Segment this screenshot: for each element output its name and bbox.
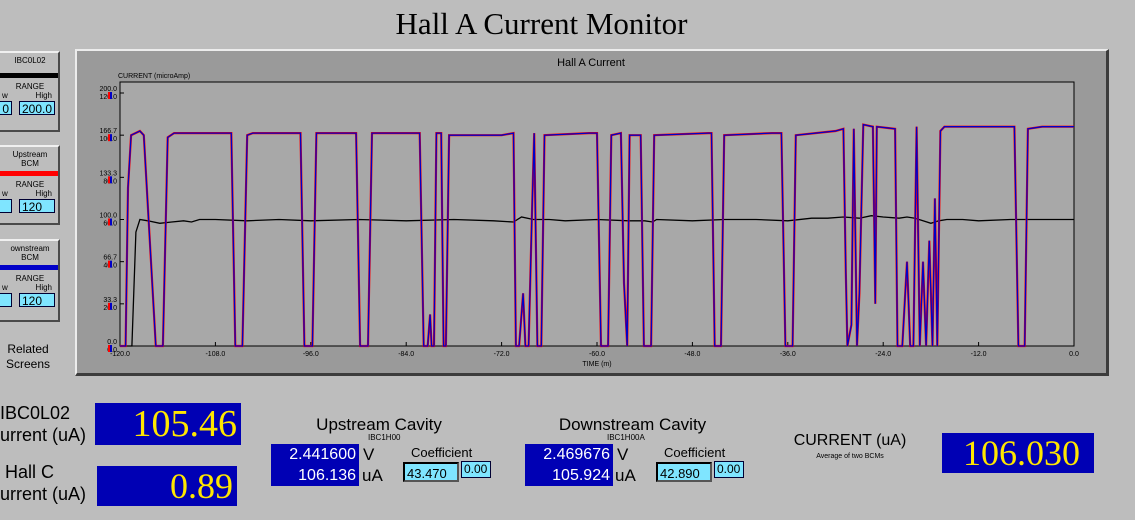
low-label: w bbox=[2, 189, 8, 198]
hallc-label: Hall C urrent (uA) bbox=[0, 461, 86, 505]
x-tick-label: -24.0 bbox=[875, 351, 891, 358]
legend-name-2: BCM bbox=[21, 253, 39, 262]
downstream-coef-label: Coefficient bbox=[664, 445, 726, 460]
downstream-current-unit: uA bbox=[615, 466, 636, 485]
series-line-2 bbox=[120, 123, 1074, 347]
low-range-input[interactable] bbox=[0, 293, 12, 307]
high-label: High bbox=[35, 91, 52, 100]
legend-name-2: BCM bbox=[21, 159, 39, 168]
y-tick-marker-blue bbox=[110, 176, 112, 184]
y-tick-marker-blue bbox=[110, 92, 112, 99]
x-tick-label: -48.0 bbox=[684, 351, 700, 358]
y-tick-marker-red bbox=[108, 134, 110, 142]
current-avg-sublabel: Average of two BCMs bbox=[816, 453, 884, 460]
screens-label: Screens bbox=[5, 357, 51, 371]
y-tick-label-black: 100.0 bbox=[99, 213, 117, 220]
chart-title: Hall A Current bbox=[557, 57, 625, 69]
legend-box-ibc0l02: IBC0L02 RANGE w High 0 200.0 bbox=[0, 51, 60, 132]
downstream-volts-display: 2.469676 bbox=[525, 444, 613, 465]
y-tick-marker-blue bbox=[110, 260, 112, 268]
x-tick-label: -72.0 bbox=[494, 351, 510, 358]
upstream-coefficient-input[interactable]: 43.470 bbox=[403, 462, 459, 482]
related-screens-link[interactable]: Related Screens bbox=[0, 342, 56, 372]
current-avg-display: 106.030 bbox=[942, 433, 1094, 473]
upstream-offset-input[interactable]: 0.00 bbox=[461, 461, 491, 478]
y-tick-label-black: 66.7 bbox=[103, 255, 117, 262]
related-label: Related bbox=[7, 342, 49, 356]
chart-ylabel: CURRENT (microAmp) bbox=[118, 73, 190, 80]
current-avg-label: CURRENT (uA) bbox=[793, 432, 907, 449]
hallc-display: 0.89 bbox=[97, 466, 237, 506]
hallc-label-1: Hall C bbox=[5, 462, 55, 482]
y-tick-label-color: 0.0 bbox=[107, 347, 117, 354]
upstream-volts-display: 2.441600 bbox=[271, 444, 359, 465]
x-tick-label: -108.0 bbox=[205, 351, 225, 358]
legend-swatch-black bbox=[0, 73, 58, 78]
y-tick-marker-blue bbox=[110, 218, 112, 226]
y-tick-label-black: 166.7 bbox=[99, 128, 117, 135]
high-range-input[interactable]: 200.0 bbox=[19, 101, 55, 116]
y-tick-marker-red bbox=[108, 218, 110, 226]
y-tick-marker-red bbox=[108, 345, 110, 352]
upstream-pv: IBC1H00 bbox=[368, 433, 401, 442]
y-tick-label-black: 0.0 bbox=[107, 339, 117, 346]
legend-name: ownstream bbox=[10, 244, 50, 253]
x-tick-label: -12.0 bbox=[971, 351, 987, 358]
downstream-title: Downstream Cavity bbox=[558, 415, 707, 434]
x-tick-label: -36.0 bbox=[780, 351, 796, 358]
downstream-volts-unit: V bbox=[617, 445, 629, 464]
high-range-input[interactable]: 120 bbox=[19, 293, 55, 308]
low-range-input[interactable]: 0 bbox=[0, 101, 12, 116]
downstream-current-display: 105.924 bbox=[525, 465, 613, 486]
ibc0l02-label: IBC0L02 urrent (uA) bbox=[0, 402, 86, 446]
y-tick-marker-red bbox=[108, 260, 110, 268]
upstream-current-unit: uA bbox=[362, 466, 383, 485]
ibc0l02-label-1: IBC0L02 bbox=[0, 403, 71, 423]
y-tick-label-black: 133.3 bbox=[99, 170, 117, 177]
legend-swatch-blue bbox=[0, 265, 58, 270]
chart-xlabel: TIME (m) bbox=[582, 361, 611, 368]
x-tick-label: -120.0 bbox=[110, 351, 130, 358]
series-line-0 bbox=[120, 215, 1074, 347]
range-label: RANGE bbox=[15, 274, 45, 283]
legend-box-downstream: ownstream BCM RANGE w High 120 bbox=[0, 239, 60, 322]
hallc-label-2: urrent (uA) bbox=[0, 484, 87, 504]
upstream-coef-label: Coefficient bbox=[411, 445, 473, 460]
x-tick-label: -60.0 bbox=[589, 351, 605, 358]
low-range-input[interactable] bbox=[0, 199, 12, 213]
x-tick-label: -96.0 bbox=[303, 351, 319, 358]
y-tick-marker-blue bbox=[110, 302, 112, 310]
x-tick-label: 0.0 bbox=[1069, 351, 1079, 358]
legend-swatch-red bbox=[0, 171, 58, 176]
downstream-coefficient-input[interactable]: 42.890 bbox=[656, 462, 712, 482]
legend-name: Upstream bbox=[12, 150, 48, 159]
y-tick-marker-blue bbox=[110, 134, 112, 142]
upstream-volts-unit: V bbox=[363, 445, 375, 464]
chart-panel: Hall A Current CURRENT (microAmp) 0.0 0.0… bbox=[75, 49, 1109, 376]
high-label: High bbox=[35, 189, 52, 198]
upstream-current-display: 106.136 bbox=[271, 465, 359, 486]
low-label: w bbox=[2, 283, 8, 292]
y-tick-marker-red bbox=[108, 92, 110, 99]
ibc0l02-display: 105.46 bbox=[95, 403, 241, 445]
y-tick-marker-blue bbox=[110, 345, 112, 352]
low-label: w bbox=[2, 91, 8, 100]
current-chart: Hall A Current CURRENT (microAmp) 0.00.0… bbox=[99, 57, 1079, 368]
downstream-pv: IBC1H00A bbox=[607, 433, 645, 442]
page-title: Hall A Current Monitor bbox=[395, 6, 688, 41]
upstream-title: Upstream Cavity bbox=[316, 415, 442, 434]
y-tick-marker-red bbox=[108, 176, 110, 184]
y-tick-label-black: 33.3 bbox=[103, 297, 117, 304]
y-tick-marker-red bbox=[108, 302, 110, 310]
high-label: High bbox=[35, 283, 52, 292]
y-tick-label-black: 200.0 bbox=[99, 86, 117, 93]
range-label: RANGE bbox=[15, 82, 45, 91]
legend-name: IBC0L02 bbox=[14, 56, 46, 65]
high-range-input[interactable]: 120 bbox=[19, 199, 55, 214]
ibc0l02-label-2: urrent (uA) bbox=[0, 425, 87, 445]
x-tick-label: -84.0 bbox=[398, 351, 414, 358]
range-label: RANGE bbox=[15, 180, 45, 189]
legend-box-upstream: Upstream BCM RANGE w High 120 bbox=[0, 145, 60, 225]
downstream-offset-input[interactable]: 0.00 bbox=[714, 461, 744, 478]
